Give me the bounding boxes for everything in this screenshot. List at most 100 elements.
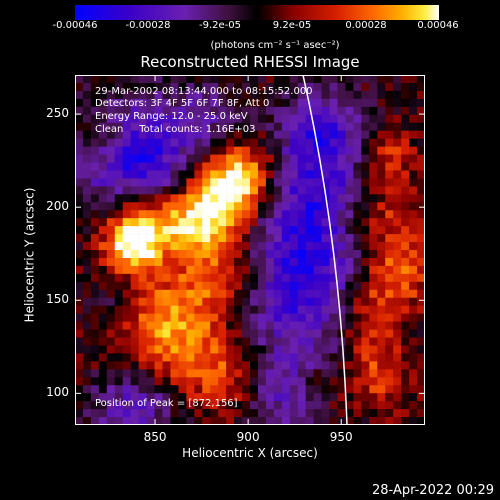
heatmap-cell <box>361 409 370 418</box>
heatmap-cell <box>361 186 370 195</box>
heatmap-cell <box>369 289 378 299</box>
heatmap-cell <box>281 409 291 418</box>
heatmap-cell <box>257 337 267 346</box>
heatmap-cell <box>186 82 195 92</box>
heatmap-cell <box>257 361 267 370</box>
heatmap-cell <box>114 106 124 116</box>
heatmap-cell <box>353 186 362 195</box>
heatmap-cell <box>154 130 163 139</box>
heatmap-cell <box>194 297 203 306</box>
heatmap-cell <box>353 170 362 179</box>
heatmap-cell <box>361 154 370 163</box>
heatmap-cell <box>202 281 211 291</box>
heatmap-cell <box>321 234 330 243</box>
heatmap-cell <box>178 75 187 84</box>
heatmap-cell <box>273 393 283 402</box>
heatmap-cell <box>218 98 227 108</box>
heatmap-cell <box>146 369 155 378</box>
heatmap-cell <box>98 106 108 116</box>
heatmap-cell <box>106 345 116 354</box>
heatmap-cell <box>257 218 267 227</box>
heatmap-cell <box>417 321 425 330</box>
heatmap-cell <box>417 234 425 243</box>
heatmap-cell <box>289 186 299 195</box>
heatmap-cell <box>257 226 267 235</box>
heatmap-cell <box>178 401 187 410</box>
heatmap-cell <box>377 305 386 314</box>
heatmap-cell <box>170 234 179 243</box>
heatmap-cell <box>170 250 179 259</box>
heatmap-cell <box>321 265 330 275</box>
heatmap-cell <box>154 297 163 306</box>
heatmap-cell <box>234 273 243 283</box>
heatmap-cell <box>401 417 410 425</box>
heatmap-cell <box>337 250 346 259</box>
heatmap-cell <box>393 257 402 267</box>
heatmap-cell <box>194 114 203 124</box>
heatmap-cell <box>313 106 322 116</box>
heatmap-cell <box>170 313 179 322</box>
heatmap-cell <box>75 417 84 425</box>
heatmap-cell <box>265 234 275 243</box>
heatmap-cell <box>393 218 402 227</box>
heatmap-cell <box>409 401 418 410</box>
heatmap-cell <box>417 313 425 322</box>
heatmap-cell <box>265 226 275 235</box>
heatmap-cell <box>361 130 370 139</box>
heatmap-cell <box>305 409 314 418</box>
heatmap-cell <box>257 75 267 84</box>
heatmap-cell <box>345 202 354 211</box>
heatmap-cell <box>178 281 187 291</box>
heatmap-cell <box>138 218 147 227</box>
heatmap-cell <box>417 417 425 425</box>
heatmap-cell <box>281 353 291 362</box>
heatmap-cell <box>234 305 243 314</box>
heatmap-cell <box>401 106 410 116</box>
heatmap-cell <box>401 297 410 306</box>
heatmap-cell <box>369 257 378 267</box>
heatmap-cell <box>90 98 100 108</box>
heatmap-cell <box>289 369 299 378</box>
heatmap-cell <box>114 138 124 147</box>
heatmap-cell <box>130 202 139 211</box>
heatmap-cell <box>305 329 314 338</box>
heatmap-cell <box>385 353 394 362</box>
heatmap-cell <box>170 186 179 195</box>
heatmap-cell <box>273 114 283 124</box>
heatmap-cell <box>234 265 243 275</box>
heatmap-cell <box>210 281 219 291</box>
heatmap-cell <box>186 393 195 402</box>
heatmap-cell <box>265 281 275 291</box>
heatmap-cell <box>162 369 171 378</box>
heatmap-cell <box>218 194 227 203</box>
heatmap-cell <box>337 210 346 219</box>
heatmap-cell <box>90 242 100 251</box>
heatmap-cell <box>305 417 314 425</box>
heatmap-cell <box>178 297 187 306</box>
heatmap-cell <box>353 130 362 139</box>
heatmap-cell <box>170 297 179 306</box>
heatmap-cell <box>162 313 171 322</box>
heatmap-cell <box>297 401 306 410</box>
heatmap-cell <box>337 178 346 187</box>
heatmap-cell <box>273 273 283 283</box>
heatmap-cell <box>417 178 425 187</box>
heatmap-cell <box>90 337 100 346</box>
heatmap-cell <box>234 186 243 195</box>
heatmap-cell <box>265 130 275 139</box>
heatmap-cell <box>337 289 346 299</box>
heatmap-cell <box>122 273 131 283</box>
heatmap-cell <box>417 202 425 211</box>
heatmap-cell <box>98 210 108 219</box>
heatmap-cell <box>313 186 322 195</box>
heatmap-cell <box>361 417 370 425</box>
heatmap-cell <box>273 226 283 235</box>
heatmap-cell <box>82 273 92 283</box>
heatmap-cell <box>305 138 314 147</box>
heatmap-cell <box>154 218 163 227</box>
heatmap-cell <box>210 98 219 108</box>
heatmap-cell <box>226 369 235 378</box>
heatmap-cell <box>90 281 100 291</box>
heatmap-cell <box>345 138 354 147</box>
heatmap-cell <box>265 337 275 346</box>
